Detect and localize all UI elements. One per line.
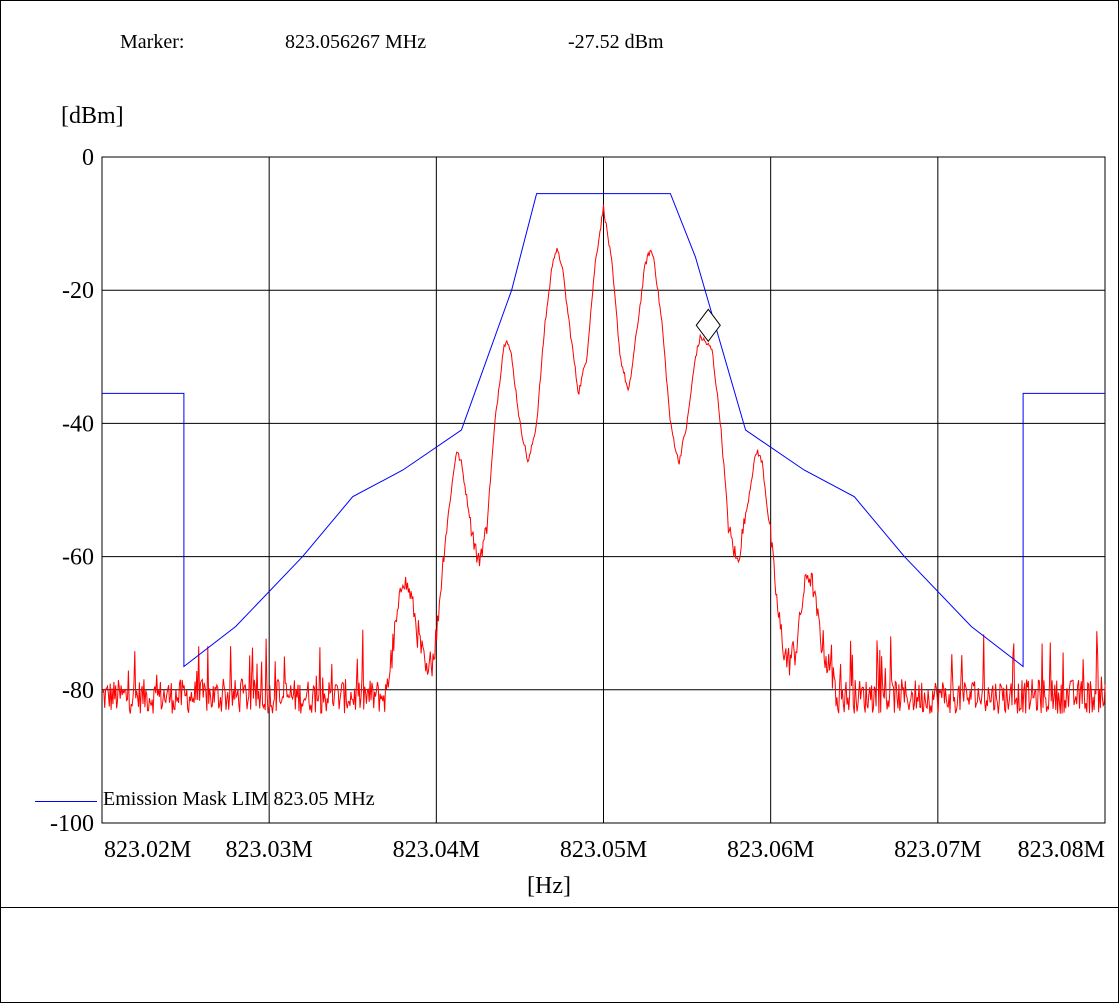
y-tick-label: 0 <box>82 145 94 171</box>
y-tick-label: -60 <box>62 545 94 571</box>
marker-label: Marker: <box>120 31 185 53</box>
y-axis-label: [dBm] <box>61 103 124 129</box>
x-axis-label: [Hz] <box>527 873 571 899</box>
legend-divider <box>1 907 1118 908</box>
spectrum-trace <box>101 204 1106 714</box>
x-tick-label: 823.03M <box>225 837 312 863</box>
marker-diamond <box>695 308 721 343</box>
y-tick-label: -20 <box>62 278 94 304</box>
x-tick-label: 823.05M <box>560 837 647 863</box>
legend-label: Emission Mask LIM 823.05 MHz <box>103 788 375 810</box>
x-tick-label: 823.02M <box>104 837 191 863</box>
emission-mask-line <box>102 193 1105 668</box>
x-tick-label: 823.06M <box>727 837 814 863</box>
x-tick-label: 823.07M <box>894 837 981 863</box>
marker-frequency: 823.056267 MHz <box>285 31 427 53</box>
y-tick-label: -80 <box>62 678 94 704</box>
y-tick-label: -40 <box>62 411 94 437</box>
x-tick-label: 823.04M <box>393 837 480 863</box>
marker-level: -27.52 dBm <box>568 31 664 53</box>
legend-swatch-mask <box>35 801 97 802</box>
chart-area: 0 -20 -40 -60 -80 -100 823.02M 823.03M 823.04M 82… <box>50 145 1106 863</box>
y-tick-label: -100 <box>50 811 94 837</box>
x-tick-label: 823.08M <box>1018 837 1105 863</box>
